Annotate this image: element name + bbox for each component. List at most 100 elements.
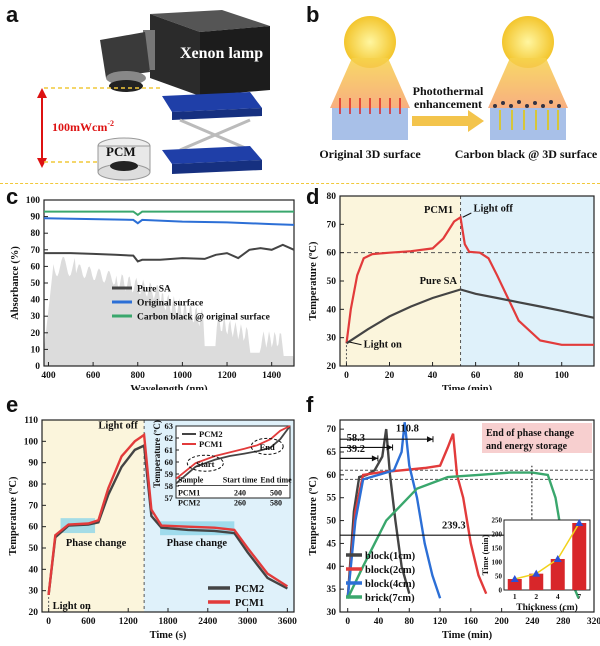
inset-x-tick-label: 7 xyxy=(577,592,581,601)
inset-y-tick-label: 63 xyxy=(165,421,174,431)
y-tick-label: 70 xyxy=(327,220,337,230)
solar-spectrum-area xyxy=(44,256,294,366)
x-tick-label: 100 xyxy=(555,371,570,381)
y-tick-label: 80 xyxy=(29,480,39,490)
inset-y-axis-label: Temperature (ºC) xyxy=(152,420,162,488)
x-tick-label: 3600 xyxy=(278,617,297,627)
light-on-region xyxy=(42,420,145,612)
y-tick-label: 100 xyxy=(26,196,41,206)
y-tick-label: 60 xyxy=(29,523,39,533)
inset-x-tick-label: 2 xyxy=(534,592,538,601)
x-tick-label: 0 xyxy=(344,371,349,381)
annotation-pure-sa: Pure SA xyxy=(420,276,458,287)
x-tick-label: 400 xyxy=(41,371,56,381)
chart-d: 0 20 40 60 80 100 20 30 40 50 60 70 80 Time (min) Temp… xyxy=(308,192,595,390)
y-tick-label: 30 xyxy=(29,587,39,597)
duration-label: 39.2 xyxy=(347,444,365,455)
svg-text:Carbon black @ 3D surface: Carbon black @ 3D surface xyxy=(455,147,598,161)
end-circle xyxy=(250,437,284,455)
legend-label-0: Pure SA xyxy=(137,285,171,295)
x-tick-label: 3000 xyxy=(238,617,257,627)
y-tick-label: 50 xyxy=(29,544,39,554)
inset-table-cell: 500 xyxy=(270,488,282,497)
chart-c: 400 600 800 1000 1200 1400 0 10 20 30 40 50 60 70 80 90… xyxy=(10,196,295,390)
legend-label-0: block(1cm) xyxy=(365,551,416,562)
x-tick-label: 80 xyxy=(405,617,415,627)
y-tick-label: 40 xyxy=(327,305,337,315)
inset-marker-2 xyxy=(553,554,562,562)
inset-marker-1 xyxy=(532,569,541,577)
panel-label-d: d xyxy=(306,184,320,209)
duration-label: 58.3 xyxy=(347,433,365,444)
x-tick-label: 40 xyxy=(374,617,384,627)
enhancement-arrow-icon xyxy=(412,110,484,132)
x-tick-label: 160 xyxy=(464,617,479,627)
duration-label: 110.8 xyxy=(396,424,419,435)
end-label: End xyxy=(260,442,275,452)
x-tick-label: 320 xyxy=(587,617,600,627)
panel-separator xyxy=(0,183,600,184)
inset-y-tick-label: 100 xyxy=(492,559,503,567)
chart-e: 0 600 1200 1800 2400 3000 3600 20 30 40 50 60 70 80 90… xyxy=(8,416,297,641)
panel-a-illustration: 100mWcm-2 PCM Xenon lamp xyxy=(37,10,270,181)
y-tick-label: 50 xyxy=(327,517,337,527)
y-tick-label: 40 xyxy=(327,562,337,572)
light-on-region xyxy=(340,196,461,366)
inset-table-cell: 260 xyxy=(234,498,246,507)
y-tick-label: 80 xyxy=(31,229,41,239)
svg-text:enhancement: enhancement xyxy=(414,97,482,111)
series-line-1 xyxy=(43,217,295,226)
legend-label-1: Original surface xyxy=(137,299,203,309)
light-off-region xyxy=(460,196,594,366)
y-tick-label: 110 xyxy=(24,416,38,426)
x-tick-label: 200 xyxy=(495,617,510,627)
panel-label-e: e xyxy=(6,392,19,417)
inset-bar-2 xyxy=(550,558,565,590)
x-tick-label: 120 xyxy=(433,617,448,627)
x-tick-label: 240 xyxy=(525,617,540,627)
x-axis-label: Time (min) xyxy=(442,630,493,641)
y-axis-label: Temperature (ºC) xyxy=(308,476,319,555)
inset-bar-0 xyxy=(507,579,522,590)
inset-table-cell: 580 xyxy=(270,498,282,507)
series-line-1 xyxy=(47,432,289,596)
legend-label-1: PCM1 xyxy=(235,598,264,609)
y-tick-label: 20 xyxy=(31,329,41,339)
inset-y-axis-label: Time (min) xyxy=(480,534,490,575)
panel-label-b: b xyxy=(306,2,320,27)
inset-x-axis-label: Thickness (cm) xyxy=(516,602,578,613)
legend-label-1: block(2cm) xyxy=(365,565,416,576)
y-tick-label: 40 xyxy=(31,296,41,306)
inset-trend-line xyxy=(514,522,580,580)
y-tick-label: 100 xyxy=(24,437,39,447)
inset-marker-0 xyxy=(510,575,519,583)
inset-y-tick-label: 60 xyxy=(165,457,174,467)
inset-y-tick-label: 0 xyxy=(499,587,503,595)
inset-x-tick-label: 1 xyxy=(513,592,517,601)
series-line-0 xyxy=(44,243,295,263)
legend-label-2: block(4cm) xyxy=(365,579,416,590)
y-tick-label: 70 xyxy=(29,501,39,511)
annotation-arrow xyxy=(348,341,362,346)
inset-table-cell: 240 xyxy=(234,488,246,497)
x-tick-label: 0 xyxy=(46,617,51,627)
x-tick-label: 1800 xyxy=(159,617,178,627)
y-tick-label: 55 xyxy=(327,494,337,504)
x-tick-label: 2400 xyxy=(198,617,217,627)
inset-y-tick-label: 150 xyxy=(492,545,503,553)
inset-table-cell: PCM2 xyxy=(178,498,200,507)
y-tick-label: 20 xyxy=(29,608,39,618)
inset-bar-3 xyxy=(572,522,587,590)
y-tick-label: 60 xyxy=(31,262,41,272)
xenon-lamp-icon xyxy=(100,10,270,174)
x-tick-label: 800 xyxy=(131,371,146,381)
start-label: Start xyxy=(196,459,215,469)
x-axis-label: Time (min) xyxy=(442,384,493,390)
light-off-label: Light off xyxy=(98,421,138,432)
inset-x-tick-label: 4 xyxy=(556,592,560,601)
y-tick-label: 20 xyxy=(327,362,337,372)
phase-change-label: Phase change xyxy=(66,538,127,549)
y-tick-label: 60 xyxy=(327,249,337,259)
svg-text:100mWcm-2: 100mWcm-2 xyxy=(52,119,114,134)
start-circle xyxy=(186,454,224,472)
